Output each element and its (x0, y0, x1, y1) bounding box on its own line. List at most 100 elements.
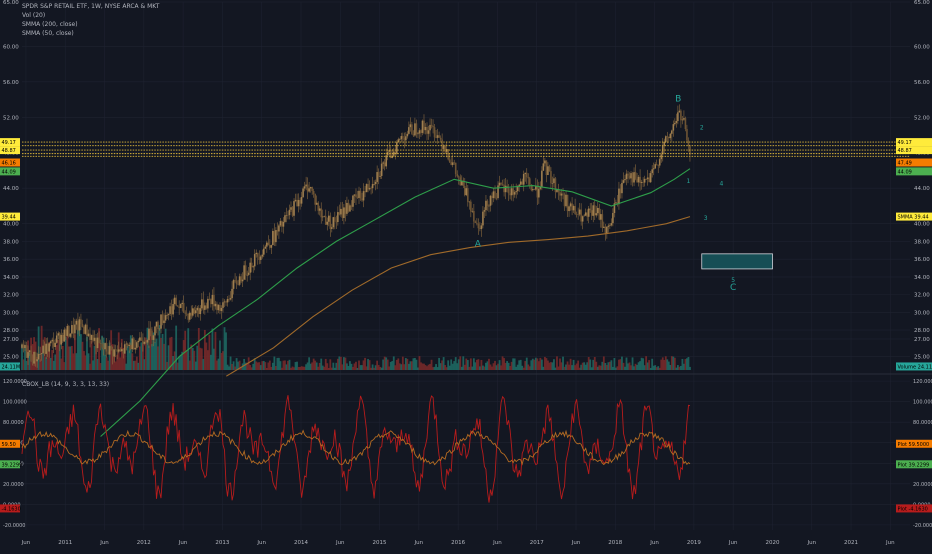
candle-body (73, 325, 75, 333)
candle-body (122, 349, 124, 353)
candle-body (503, 185, 505, 192)
candle-body (248, 273, 250, 275)
candle-body (385, 155, 387, 166)
candle-body (198, 308, 200, 314)
x-tick-label: 2017 (530, 540, 544, 546)
osc-y-tick-right: 80.0000 (913, 420, 932, 426)
x-tick-label: 2018 (608, 540, 622, 546)
legend-vol[interactable]: Vol (20) (22, 11, 159, 20)
candle-body (594, 205, 596, 215)
candle-body (458, 176, 460, 177)
candle-body (673, 124, 675, 130)
oscillator-legend[interactable]: CBOX_LB (14, 9, 3, 3, 13, 33) (22, 381, 109, 388)
candle-body (80, 319, 82, 324)
candle-body (116, 350, 118, 352)
candle-body (621, 183, 623, 193)
candle-body (408, 127, 410, 134)
candle-body (670, 134, 672, 138)
x-tick-label: Jun (806, 540, 816, 546)
candle-body (452, 162, 454, 165)
legend-smma200[interactable]: SMMA (200, close) (22, 20, 159, 29)
candle-body (435, 137, 437, 138)
candle-body (358, 191, 360, 198)
candle-body (95, 338, 97, 348)
candle-body (624, 179, 626, 180)
candle-body (437, 135, 439, 138)
candle-body (674, 123, 676, 124)
candle-body (472, 211, 474, 212)
candle-body (544, 160, 546, 163)
candle-body (145, 342, 147, 343)
chart-legend: SPDR S&P RETAIL ETF, 1W, NYSE ARCA & MKT… (22, 2, 159, 38)
osc-y-tick-left: -20.0000 (3, 523, 25, 529)
candle-body (222, 302, 224, 308)
candle-body (219, 305, 221, 311)
candle-body (127, 344, 129, 346)
candle-body (162, 314, 164, 323)
legend-smma50[interactable]: SMMA (50, close) (22, 29, 159, 38)
y-tick-label-right: 60.00 (914, 44, 930, 50)
candle-body (296, 200, 298, 206)
candle-body (319, 208, 321, 210)
candle-body (475, 221, 477, 222)
candle-body (524, 173, 526, 174)
candle-body (639, 177, 641, 183)
candle-body (384, 162, 386, 166)
candle-body (38, 354, 40, 359)
candle-body (450, 162, 452, 165)
candle-body (33, 352, 35, 364)
x-tick-label: Jun (571, 540, 581, 546)
candle-body (258, 257, 260, 260)
candle-body (255, 253, 257, 254)
candle-body (417, 133, 419, 134)
candle-body (547, 166, 549, 175)
candle-body (434, 127, 436, 137)
candle-body (633, 172, 635, 182)
candle-body (65, 330, 67, 336)
candle-body (361, 198, 363, 200)
x-tick-label: 2016 (451, 540, 465, 546)
osc-y-tick-left: 100.0000 (3, 400, 27, 406)
candle-body (322, 217, 324, 218)
candle-body (67, 326, 69, 336)
candle-body (163, 321, 165, 324)
y-tick-label-left: 25.00 (3, 355, 19, 361)
y-tick-label-right: 38.00 (914, 239, 930, 245)
y-tick-label-right: 40.00 (914, 222, 930, 228)
candle-body (485, 201, 487, 210)
candle-body (148, 329, 150, 340)
candle-body (376, 172, 378, 182)
candle-body (183, 303, 185, 313)
wave-label: B (675, 94, 681, 104)
candle-body (490, 196, 492, 206)
y-tick-label-left: 40.00 (3, 222, 19, 228)
candle-body (419, 130, 421, 133)
candle-body (603, 227, 605, 228)
candle-body (249, 263, 251, 273)
candle-body (200, 308, 202, 314)
price-tag-left: 24.11M (2, 364, 21, 370)
candle-body (320, 208, 322, 217)
candle-body (680, 111, 682, 121)
candle-body (466, 188, 468, 195)
candle-body (277, 230, 279, 231)
candle-body (509, 193, 511, 195)
candle-body (642, 182, 644, 183)
candle-body (204, 305, 206, 309)
candle-body (574, 206, 576, 214)
candle-body (286, 215, 288, 216)
candle-body (27, 352, 29, 358)
candle-body (553, 178, 555, 183)
candle-body (410, 124, 412, 127)
candle-body (138, 341, 140, 342)
candle-body (308, 188, 310, 191)
candle-body (620, 189, 622, 194)
candle-body (668, 137, 670, 138)
candle-body (36, 359, 38, 361)
candle-body (213, 295, 215, 306)
candle-body (156, 322, 158, 327)
candle-body (382, 162, 384, 163)
